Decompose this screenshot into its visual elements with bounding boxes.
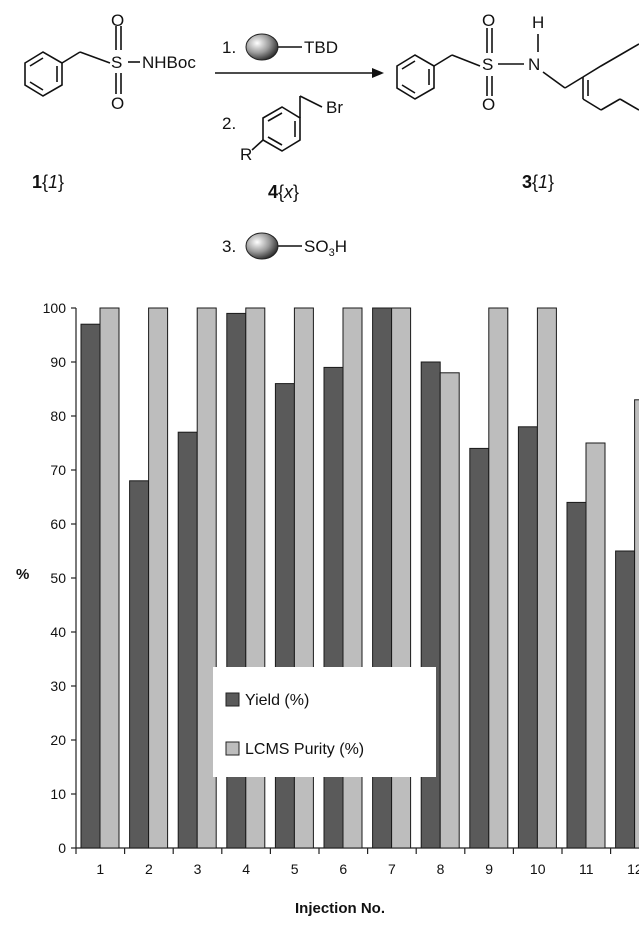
- step2-r: R: [240, 145, 252, 164]
- y-tick-label: 80: [50, 408, 66, 424]
- atom-label: O: [111, 94, 124, 113]
- yield-bar: [177, 431, 198, 849]
- yield-bar: [129, 480, 150, 849]
- step2-number: 2.: [222, 114, 236, 133]
- purity-bar: [99, 307, 120, 849]
- yield-bar: [566, 501, 587, 849]
- y-tick-label: 0: [58, 840, 66, 856]
- x-tick-label: 5: [291, 861, 299, 877]
- x-tick-label: 3: [194, 861, 202, 877]
- x-tick-label: 10: [530, 861, 546, 877]
- y-tick-label: 30: [50, 678, 66, 694]
- yield-bar: [469, 447, 490, 849]
- reactant-id: 1{1}: [32, 172, 64, 192]
- yield-bar: [615, 550, 636, 849]
- atom-label: H: [532, 13, 544, 32]
- y-tick-label: 50: [50, 570, 66, 586]
- x-tick-label: 8: [437, 861, 445, 877]
- atom-label: N: [528, 55, 540, 74]
- purity-bar: [488, 307, 509, 849]
- legend-swatch-yield: [225, 692, 240, 707]
- atom-label: O: [482, 95, 495, 114]
- purity-bar: [536, 307, 557, 849]
- step1-reagent: TBD: [304, 38, 338, 57]
- yield-bar: [274, 383, 295, 849]
- x-tick-label: 9: [485, 861, 493, 877]
- purity-bar: [439, 372, 460, 849]
- atom-label: S: [111, 53, 122, 72]
- step1-number: 1.: [222, 38, 236, 57]
- atom-label: S: [482, 55, 493, 74]
- y-axis: 0 10 20 30 40 50 60 70 80 90 100: [43, 300, 77, 856]
- x-tick-label: 2: [145, 861, 153, 877]
- product-benzene-ring: [396, 54, 481, 100]
- y-tick-label: 100: [43, 300, 67, 316]
- y-tick-label: 90: [50, 354, 66, 370]
- purity-bar: [148, 307, 169, 849]
- resin-bead-icon: [245, 33, 279, 61]
- x-axis-label: Injection No.: [295, 900, 385, 917]
- step3-reagent: SO3H: [304, 237, 347, 259]
- resin-bead-icon: [245, 232, 279, 260]
- y-tick-label: 10: [50, 786, 66, 802]
- x-axis: 1 2 3 4 5 6 7 8 9 10 11 12: [75, 847, 639, 877]
- x-tick-label: 1: [96, 861, 104, 877]
- legend-label-yield: Yield (%): [245, 692, 309, 709]
- yield-bar: [80, 323, 101, 849]
- atom-label: O: [111, 11, 124, 30]
- y-axis-label: %: [16, 566, 29, 583]
- reactant-benzene-ring: [24, 51, 111, 97]
- legend: Yield (%) LCMS Purity (%): [213, 667, 436, 777]
- y-tick-label: 70: [50, 462, 66, 478]
- yield-bar: [517, 426, 538, 849]
- purity-bar: [585, 442, 606, 849]
- reaction-scheme: O S O NHBoc 1{1} 1. TBD 2. Br R 4{x} 3. …: [24, 11, 639, 260]
- x-tick-label: 7: [388, 861, 396, 877]
- x-tick-label: 4: [242, 861, 250, 877]
- x-tick-label: 12: [627, 861, 639, 877]
- x-tick-label: 6: [339, 861, 347, 877]
- step3-number: 3.: [222, 237, 236, 256]
- step2-id: 4{x}: [268, 182, 299, 202]
- reactant-substituent: NHBoc: [142, 53, 196, 72]
- x-tick-label: 11: [579, 861, 594, 877]
- purity-bar: [634, 399, 639, 849]
- atom-label: O: [482, 11, 495, 30]
- y-tick-label: 40: [50, 624, 66, 640]
- y-tick-label: 60: [50, 516, 66, 532]
- y-tick-label: 20: [50, 732, 66, 748]
- step2-br: Br: [326, 98, 343, 117]
- purity-bar: [196, 307, 217, 849]
- legend-label-purity: LCMS Purity (%): [245, 741, 364, 758]
- legend-swatch-purity: [225, 741, 240, 756]
- benzyl-bromide-ring: [251, 95, 323, 152]
- product-id: 3{1}: [522, 172, 554, 192]
